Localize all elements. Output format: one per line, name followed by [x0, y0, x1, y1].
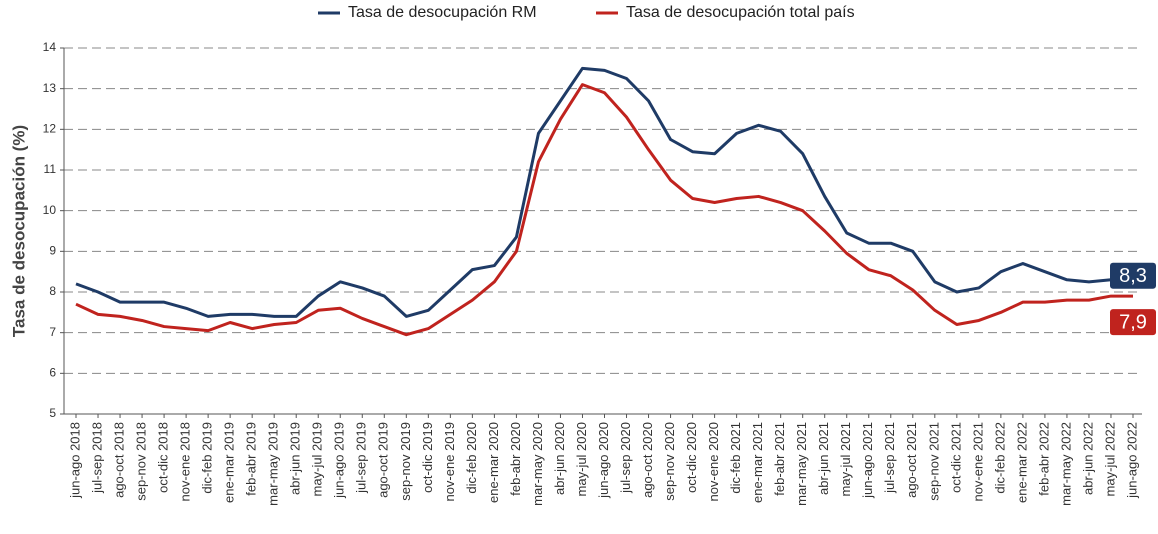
x-tick-label: dic-feb 2021 [728, 422, 743, 494]
y-tick-label: 5 [49, 406, 56, 420]
series-line [75, 83, 1133, 337]
legend-label: Tasa de desocupación total país [626, 4, 855, 21]
x-tick-label: feb-abr 2019 [244, 422, 259, 496]
x-tick-label: sep-nov 2020 [662, 422, 677, 501]
x-tick-label: ago-oct 2021 [904, 422, 919, 498]
x-tick-label: jul-sep 2019 [354, 422, 369, 494]
x-tick-label: may-jul 2020 [574, 422, 589, 496]
x-tick-label: may-jul 2022 [1102, 422, 1117, 496]
x-tick-label: jul-sep 2021 [882, 422, 897, 494]
x-tick-label: oct-dic 2020 [684, 422, 699, 493]
x-tick-label: nov-ene 2019 [442, 422, 457, 502]
x-tick-label: jun-ago 2018 [67, 422, 82, 499]
x-tick-label: sep-nov 2019 [398, 422, 413, 501]
x-tick-label: may-jul 2021 [838, 422, 853, 496]
x-tick-label: jul-sep 2018 [89, 422, 104, 494]
x-tick-label: nov-ene 2020 [706, 422, 721, 502]
x-tick-label: dic-feb 2022 [992, 422, 1007, 494]
y-tick-label: 10 [43, 203, 57, 217]
x-tick-label: may-jul 2019 [310, 422, 325, 496]
x-tick-label: dic-feb 2020 [464, 422, 479, 494]
x-tick-label: ene-mar 2020 [486, 422, 501, 503]
y-tick-label: 7 [49, 325, 56, 339]
x-tick-label: oct-dic 2021 [948, 422, 963, 493]
x-tick-label: abr-jun 2022 [1080, 422, 1095, 495]
x-tick-label: jul-sep 2020 [618, 422, 633, 494]
x-tick-label: feb-abr 2021 [772, 422, 787, 496]
x-tick-label: jun-ago 2020 [596, 422, 611, 499]
x-tick-label: ago-oct 2019 [376, 422, 391, 498]
y-tick-label: 14 [43, 40, 57, 54]
x-tick-label: mar-may 2021 [794, 422, 809, 506]
y-tick-label: 13 [43, 81, 57, 95]
end-label: 7,9 [1119, 311, 1147, 333]
x-tick-label: abr-jun 2019 [288, 422, 303, 495]
x-tick-label: jun-ago 2022 [1124, 422, 1139, 499]
x-tick-label: mar-may 2020 [530, 422, 545, 506]
x-tick-label: feb-abr 2022 [1036, 422, 1051, 496]
x-tick-label: ago-oct 2020 [640, 422, 655, 498]
x-tick-label: oct-dic 2018 [156, 422, 171, 493]
y-tick-label: 8 [49, 284, 56, 298]
x-tick-label: ene-mar 2022 [1014, 422, 1029, 503]
x-tick-label: oct-dic 2019 [420, 422, 435, 493]
y-tick-label: 12 [43, 122, 57, 136]
x-tick-label: nov-ene 2021 [970, 422, 985, 502]
x-tick-label: mar-may 2022 [1058, 422, 1073, 506]
end-label-box [1110, 309, 1156, 336]
x-tick-label: sep-nov 2021 [926, 422, 941, 501]
end-label: 8,3 [1119, 265, 1147, 287]
y-tick-label: 9 [49, 244, 56, 258]
x-tick-label: ene-mar 2021 [750, 422, 765, 503]
x-tick-label: sep-nov 2018 [134, 422, 149, 501]
x-tick-label: abr-jun 2020 [552, 422, 567, 495]
series-line [75, 66, 1133, 318]
legend-label: Tasa de desocupación RM [348, 4, 537, 21]
x-tick-label: ene-mar 2019 [222, 422, 237, 503]
x-tick-label: nov-ene 2018 [178, 422, 193, 502]
y-tick-label: 6 [49, 366, 56, 380]
y-axis-label: Tasa de desocupación (%) [9, 125, 28, 337]
x-tick-label: jun-ago 2019 [332, 422, 347, 499]
x-tick-label: jun-ago 2021 [860, 422, 875, 499]
x-tick-label: abr-jun 2021 [816, 422, 831, 495]
x-tick-label: feb-abr 2020 [508, 422, 523, 496]
x-tick-label: dic-feb 2019 [200, 422, 215, 494]
x-tick-label: mar-may 2019 [266, 422, 281, 506]
end-label-box [1110, 262, 1156, 289]
x-tick-label: ago-oct 2018 [111, 422, 126, 498]
y-tick-label: 11 [44, 162, 57, 176]
